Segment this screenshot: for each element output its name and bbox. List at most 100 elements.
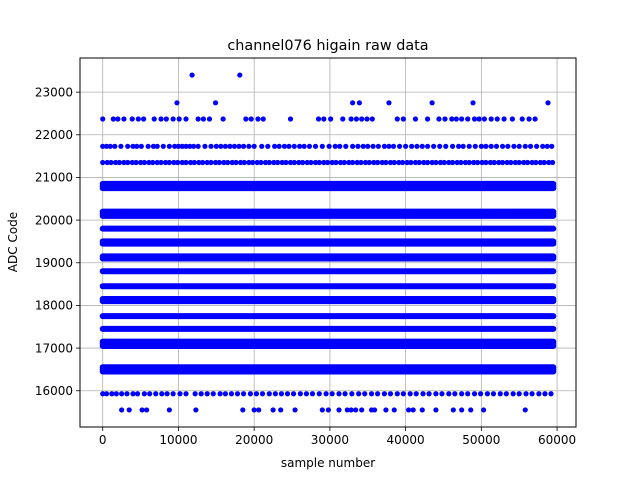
data-point — [542, 391, 548, 397]
data-point — [522, 407, 528, 413]
x-tick-label: 50000 — [462, 433, 500, 447]
data-point — [212, 100, 219, 106]
data-point — [516, 143, 522, 149]
data-point — [208, 159, 214, 166]
data-point — [360, 143, 366, 149]
data-point — [220, 116, 226, 122]
data-point — [346, 159, 352, 166]
data-point — [154, 159, 160, 166]
data-point — [100, 116, 106, 122]
data-point — [251, 143, 257, 149]
data-point — [501, 116, 507, 122]
data-point — [336, 391, 342, 397]
data-point — [130, 391, 136, 397]
data-point — [144, 407, 150, 413]
data-point — [503, 391, 509, 397]
data-point — [412, 159, 419, 166]
data-point — [115, 116, 121, 122]
data-point — [195, 116, 201, 122]
data-point — [103, 143, 110, 149]
data-point — [170, 391, 176, 397]
data-point — [471, 159, 477, 166]
data-point — [490, 391, 497, 397]
data-point — [471, 391, 478, 397]
data-point — [183, 143, 189, 149]
data-point — [290, 391, 297, 397]
x-tick-label: 0 — [99, 433, 107, 447]
data-point — [287, 159, 294, 166]
data-point — [213, 143, 219, 149]
data-point — [233, 159, 239, 166]
data-point — [342, 391, 348, 397]
data-point — [228, 391, 235, 397]
data-point — [474, 159, 481, 166]
data-point — [321, 116, 327, 122]
data-point — [504, 159, 510, 166]
data-point — [456, 143, 462, 149]
data-point — [524, 159, 531, 166]
data-point — [191, 159, 197, 166]
data-point — [315, 116, 322, 122]
data-point — [108, 159, 114, 166]
data-point — [134, 143, 140, 149]
data-point — [449, 116, 455, 122]
data-point — [481, 116, 487, 122]
data-point — [499, 159, 506, 166]
data-point — [536, 391, 542, 397]
data-point — [408, 159, 414, 166]
data-point — [255, 116, 261, 122]
data-point — [532, 116, 538, 122]
data-point — [229, 159, 235, 166]
data-point — [348, 116, 354, 122]
data-point — [296, 159, 302, 166]
data-point — [253, 391, 260, 397]
data-point — [465, 391, 471, 397]
data-point — [429, 100, 435, 106]
data-point — [358, 159, 364, 166]
data-point — [340, 116, 346, 122]
data-point — [112, 143, 118, 149]
data-point — [494, 116, 500, 122]
data-point — [183, 391, 189, 397]
data-point — [174, 100, 180, 106]
data-point — [443, 143, 449, 149]
data-point — [487, 159, 494, 166]
data-point — [413, 391, 419, 397]
data-point — [164, 391, 170, 397]
data-point — [429, 159, 435, 166]
data-point — [272, 391, 278, 397]
data-point — [511, 143, 517, 149]
data-point — [472, 143, 478, 149]
data-point — [291, 159, 297, 166]
data-point — [246, 159, 252, 166]
data-point — [221, 159, 227, 166]
data-point — [170, 116, 176, 122]
data-point — [355, 143, 361, 149]
data-point — [218, 143, 224, 149]
data-point — [243, 116, 249, 122]
data-point — [166, 143, 172, 149]
data-point — [133, 159, 139, 166]
data-point — [446, 159, 452, 166]
y-tick-label: 19000 — [35, 256, 73, 270]
data-point — [227, 143, 233, 149]
data-point — [110, 116, 116, 122]
data-point — [348, 407, 354, 413]
data-point — [262, 159, 269, 166]
data-point — [527, 143, 534, 149]
data-point — [275, 159, 281, 166]
chart-title: channel076 higain raw data — [227, 38, 428, 54]
data-point — [407, 391, 413, 397]
data-point — [509, 116, 515, 122]
data-point — [202, 143, 208, 149]
data-point — [260, 116, 266, 122]
data-point — [195, 143, 201, 149]
data-point — [356, 100, 363, 106]
data-points — [99, 72, 557, 413]
data-point — [119, 391, 125, 397]
data-point — [297, 143, 303, 149]
data-point — [113, 391, 119, 397]
data-point — [458, 159, 464, 166]
data-point — [468, 407, 474, 413]
